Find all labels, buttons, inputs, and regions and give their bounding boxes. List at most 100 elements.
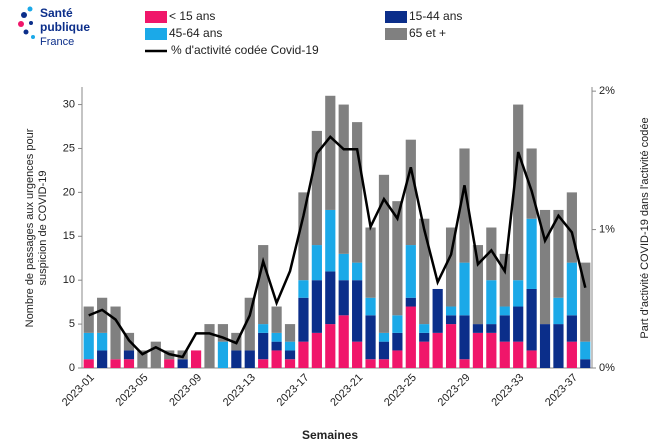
bar-segment [499, 315, 510, 342]
bar-segment [539, 324, 551, 368]
legend-swatch [385, 28, 407, 40]
bar-segment [432, 332, 443, 368]
bar-segment [472, 332, 484, 368]
bar-segment [311, 280, 322, 333]
bar-segment [553, 297, 564, 325]
bar-segment [311, 245, 322, 281]
legend-swatch [385, 11, 407, 23]
bar-segment [486, 332, 497, 368]
bar-segment [231, 350, 242, 368]
bar-segment [405, 306, 416, 368]
bar-segment [566, 262, 577, 316]
bar-segment [325, 271, 336, 325]
bar-segment [419, 324, 430, 333]
logo-dot [18, 21, 24, 27]
logo-text: publique [40, 20, 90, 34]
bar-segment [445, 227, 457, 307]
bar-segment [325, 324, 336, 368]
bar-segment [298, 192, 309, 281]
bar-segment [284, 350, 296, 360]
bar-segment [392, 350, 403, 368]
bar-segment [405, 245, 416, 298]
bar-segment [513, 306, 524, 342]
bar-segment [244, 297, 255, 351]
bar-segment [365, 297, 376, 316]
bar-segment [83, 306, 94, 333]
bar-segment [378, 332, 390, 342]
bar-segment [526, 350, 537, 368]
bar-segment [271, 306, 282, 333]
y-tick-label: 25 [63, 142, 75, 154]
logo-dot [23, 29, 29, 35]
y-tick-label: 30 [63, 98, 75, 110]
bar-segment [83, 332, 94, 360]
logo-dot [21, 12, 27, 18]
legend-label: < 15 ans [169, 9, 215, 23]
bar-segment [499, 253, 510, 307]
line [88, 135, 587, 359]
legend-label: 65 et + [409, 26, 446, 40]
x-tick-label: 2023-25 [382, 372, 419, 409]
bar-segment [365, 359, 376, 368]
bar-segment [486, 227, 497, 281]
x-tick-label: 2023-33 [489, 372, 526, 409]
bar-segment [419, 341, 430, 368]
bar-segment [459, 359, 470, 368]
bar-segment [258, 359, 269, 368]
x-tick-label: 2023-13 [221, 372, 258, 409]
bar-segment [580, 359, 591, 368]
bar-segment [499, 341, 510, 368]
logo: Santé publique France [18, 6, 90, 48]
logo-dot [31, 35, 35, 39]
bar-segment [459, 315, 470, 360]
bar-segment [325, 95, 336, 210]
bar-segment [513, 341, 524, 368]
bar-segment [378, 359, 390, 368]
bar-segment [526, 148, 537, 219]
bar-segment [472, 324, 484, 333]
y-tick-label: 5 [69, 318, 75, 330]
x-tick-label: 2023-37 [543, 372, 580, 409]
bar-segment [258, 324, 269, 333]
bar-segment [83, 359, 94, 368]
bar-segment [405, 139, 416, 246]
bar-segment [97, 297, 108, 333]
logo-dot [27, 6, 33, 12]
bar-segment [419, 218, 430, 325]
bar-segment [539, 209, 551, 325]
bar-segment [405, 297, 416, 307]
bar-segment [311, 332, 322, 368]
bar-segment [580, 262, 591, 342]
y-tick-label: 10 [63, 274, 75, 286]
bar-segment [177, 359, 188, 368]
y2-axis-title: Part d'activité COVID-19 dans l'activité… [639, 117, 651, 338]
logo-text: Santé [40, 6, 73, 20]
bar-segment [352, 341, 363, 368]
bar-segment [419, 332, 430, 342]
bar-segment [271, 350, 282, 368]
legend-label: 15-44 ans [409, 9, 462, 23]
bar-segment [566, 192, 577, 263]
bar-segment [553, 324, 564, 368]
bar-segment [445, 324, 457, 368]
bar-segment [284, 341, 296, 351]
y2-tick-label: 0% [599, 362, 615, 374]
x-axis-title: Semaines [302, 428, 358, 442]
y-tick-label: 15 [63, 230, 75, 242]
bar-segment [526, 218, 537, 289]
x-tick-label: 2023-09 [167, 372, 204, 409]
x-tick-label: 2023-29 [436, 372, 473, 409]
bar-segment [486, 280, 497, 325]
bar-segment [110, 359, 121, 368]
bar-segment [190, 350, 202, 368]
bar-segment [338, 315, 349, 368]
bar-segment [150, 341, 161, 368]
bar-segment [486, 324, 497, 333]
bar-segment [271, 341, 282, 351]
x-tick-label: 2023-05 [114, 372, 151, 409]
y-axis-title: suspicion de COVID-19 [37, 171, 49, 286]
logo-text: France [40, 36, 74, 48]
bar-segment [445, 306, 457, 316]
logo-dot [29, 21, 33, 25]
y-axis-title: Nombre de passages aux urgences pour [24, 128, 36, 327]
